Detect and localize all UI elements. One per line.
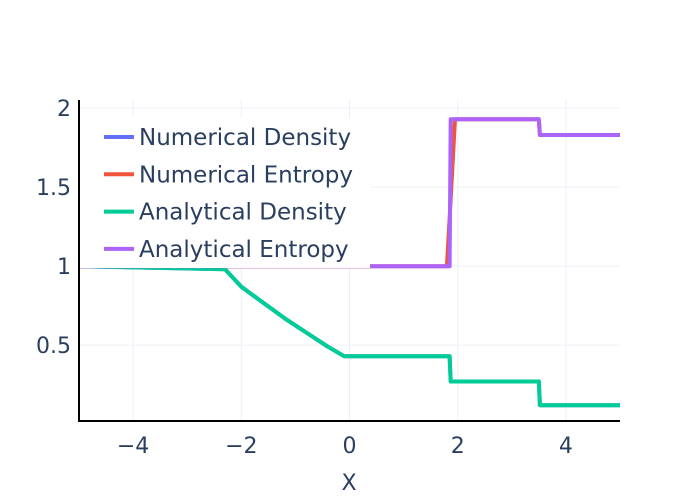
legend-item-analytical-entropy[interactable]: Analytical Entropy <box>104 237 349 263</box>
legend-item-analytical-density[interactable]: Analytical Density <box>104 200 347 226</box>
x-tick-label: −4 <box>117 434 149 459</box>
series-lines <box>78 117 620 408</box>
legend-label: Analytical Entropy <box>139 237 349 263</box>
legend-item-numerical-density[interactable]: Numerical Density <box>104 125 351 151</box>
x-tick-label: 4 <box>559 434 573 459</box>
legend-label: Analytical Density <box>139 200 347 226</box>
legend-item-numerical-entropy[interactable]: Numerical Entropy <box>104 162 353 188</box>
series-line-analytical-density <box>78 264 620 408</box>
legend[interactable]: Numerical Density Numerical Entropy Analyt… <box>80 118 370 268</box>
axes <box>78 100 620 422</box>
series-line-analytical-entropy <box>79 117 620 269</box>
x-tick-label: −2 <box>225 434 257 459</box>
tick-labels: −4 −2 0 2 4 0.5 1 1.5 2 <box>36 97 573 459</box>
y-tick-label: 1 <box>57 255 71 280</box>
y-tick-label: 1.5 <box>36 176 71 201</box>
legend-label: Numerical Density <box>139 125 351 151</box>
y-tick-label: 2 <box>57 97 71 122</box>
x-axis-title: X <box>341 471 356 496</box>
legend-label: Numerical Entropy <box>139 162 353 188</box>
legend-background <box>80 118 370 268</box>
x-tick-label: 2 <box>451 434 465 459</box>
y-tick-label: 0.5 <box>36 334 71 359</box>
x-tick-label: 0 <box>343 434 357 459</box>
